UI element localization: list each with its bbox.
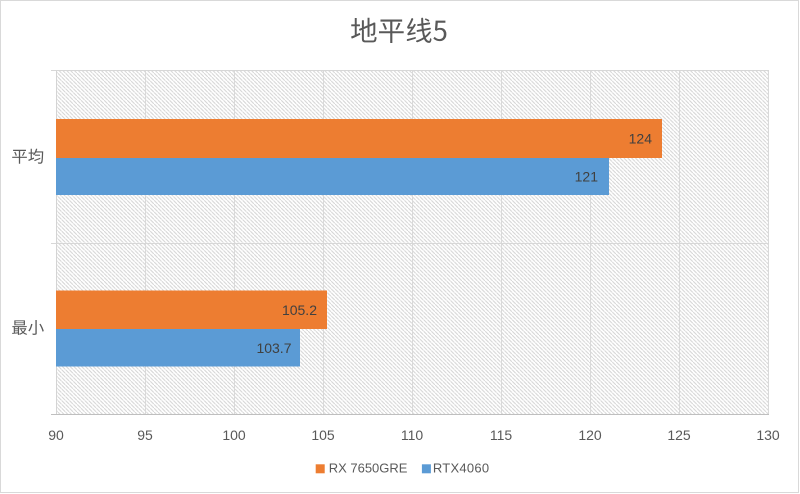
svg-text:RTX4060: RTX4060 xyxy=(433,461,489,476)
svg-text:130: 130 xyxy=(756,427,780,443)
svg-text:110: 110 xyxy=(401,427,424,443)
svg-text:103.7: 103.7 xyxy=(256,340,291,356)
svg-text:121: 121 xyxy=(575,169,599,185)
svg-text:115: 115 xyxy=(490,427,513,443)
svg-text:105: 105 xyxy=(311,427,335,443)
svg-text:105.2: 105.2 xyxy=(282,302,317,318)
svg-text:120: 120 xyxy=(578,427,602,443)
svg-text:RX 7650GRE: RX 7650GRE xyxy=(329,461,408,476)
svg-text:100: 100 xyxy=(222,427,246,443)
svg-text:95: 95 xyxy=(137,427,153,443)
svg-text:90: 90 xyxy=(48,427,64,443)
svg-text:124: 124 xyxy=(629,131,653,147)
svg-text:125: 125 xyxy=(667,427,691,443)
